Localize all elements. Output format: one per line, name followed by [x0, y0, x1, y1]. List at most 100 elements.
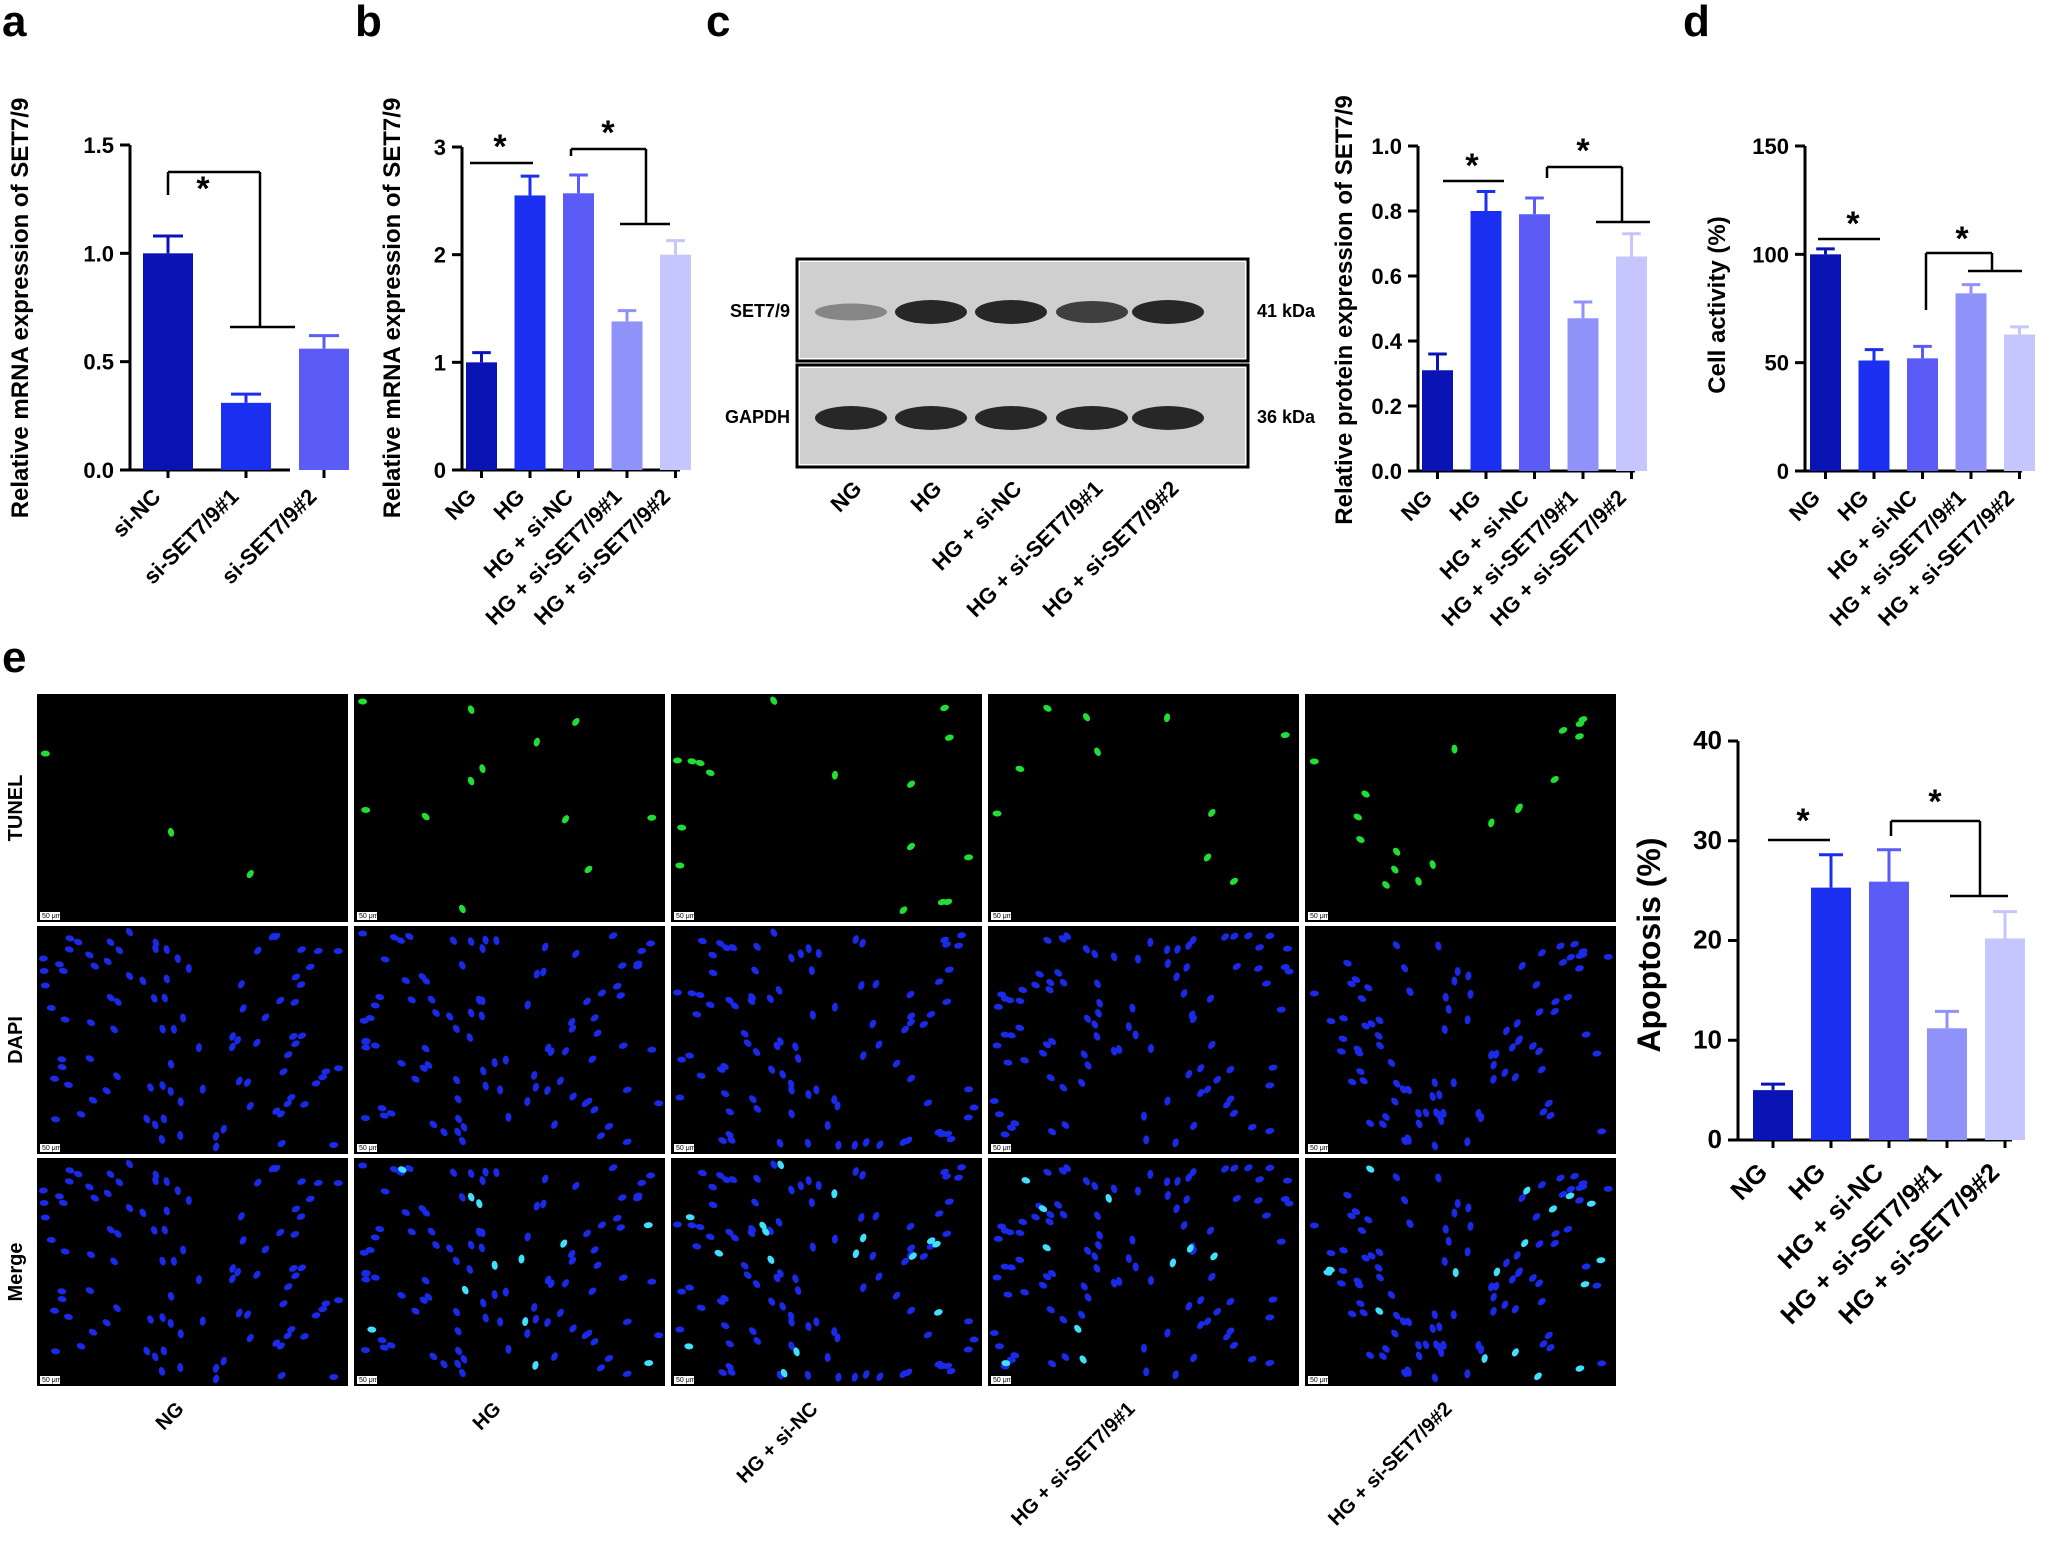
nucleus	[804, 1138, 811, 1148]
nucleus	[1229, 1109, 1238, 1117]
nucleus	[1078, 1078, 1086, 1087]
nucleus	[808, 1198, 815, 1208]
nucleus	[617, 962, 627, 969]
nucleus	[1575, 1197, 1584, 1204]
nucleus	[675, 862, 685, 869]
nucleus	[1445, 1236, 1452, 1246]
nucleus	[1336, 1048, 1346, 1055]
nucleus	[147, 1315, 154, 1324]
y-tick-label: 0.0	[83, 458, 114, 483]
nucleus	[478, 1011, 485, 1021]
nucleus	[1021, 1177, 1031, 1184]
nucleus	[180, 1013, 187, 1023]
nucleus	[1169, 1258, 1177, 1268]
significance-star: *	[196, 170, 210, 208]
nucleus	[969, 1336, 979, 1343]
nucleus	[1361, 1254, 1370, 1262]
nucleus	[1441, 1025, 1448, 1034]
nucleus	[1445, 1004, 1452, 1014]
nucleus	[1096, 998, 1103, 1008]
nucleus	[253, 1038, 261, 1047]
nucleus	[1578, 951, 1588, 958]
nucleus	[334, 1065, 344, 1072]
y-tick-label: 2	[434, 243, 446, 268]
nucleus	[479, 764, 486, 774]
nucleus	[1492, 1049, 1500, 1059]
nucleus	[646, 1172, 656, 1179]
nucleus	[1284, 1200, 1294, 1207]
micrograph-background	[671, 1158, 982, 1386]
nucleus	[872, 1211, 880, 1221]
nucleus	[1429, 1324, 1436, 1333]
nucleus	[479, 944, 486, 953]
nucleus	[321, 1300, 331, 1307]
nucleus	[687, 1222, 697, 1229]
nucleus	[942, 998, 952, 1005]
nucleus	[1451, 1208, 1458, 1218]
nucleus	[834, 1101, 841, 1111]
nucleus	[1010, 1120, 1020, 1127]
nucleus	[195, 1043, 202, 1053]
bar	[1753, 1090, 1793, 1140]
nucleus	[1415, 1341, 1422, 1350]
nucleus	[1465, 971, 1472, 981]
nucleus	[1376, 1273, 1384, 1282]
nucleus	[160, 1346, 167, 1356]
nucleus	[446, 1244, 454, 1253]
nucleus	[1197, 1064, 1205, 1073]
nucleus	[1074, 1324, 1082, 1333]
nucleus	[875, 1040, 883, 1049]
nucleus	[1488, 818, 1495, 828]
nucleus	[654, 1100, 664, 1107]
nucleus	[1164, 959, 1171, 968]
nucleus	[1143, 1135, 1150, 1145]
y-tick-label: 0.8	[1371, 199, 1402, 224]
nucleus	[1387, 1059, 1396, 1067]
nucleus	[1511, 1348, 1519, 1357]
nucleus	[1556, 942, 1565, 950]
nucleus	[1173, 1204, 1180, 1214]
nucleus	[115, 946, 124, 955]
y-tick-label: 0.0	[1371, 459, 1402, 484]
nucleus	[1059, 1083, 1068, 1092]
nucleus	[505, 1344, 512, 1354]
nucleus	[1043, 1168, 1052, 1176]
nucleus	[1436, 1110, 1443, 1120]
nucleus	[1592, 1050, 1602, 1057]
nucleus	[1490, 1060, 1497, 1070]
nucleus	[1247, 1123, 1257, 1131]
y-tick-label: 0	[1708, 1124, 1722, 1154]
scale-bar	[357, 1376, 377, 1384]
nucleus	[944, 1198, 954, 1205]
scale-bar-label: 50 μm	[42, 913, 62, 920]
micrograph-panel: 50 μm	[988, 1158, 1299, 1386]
nucleus	[1283, 945, 1293, 952]
nucleus	[1529, 1274, 1537, 1282]
nucleus	[1038, 1281, 1048, 1289]
significance-star: *	[1796, 802, 1810, 840]
micrograph-row-label: TUNEL	[5, 775, 27, 842]
nucleus	[125, 928, 134, 937]
blot-protein-label: SET7/9	[730, 301, 790, 321]
blot-band	[1056, 300, 1128, 324]
nucleus	[730, 1002, 739, 1010]
nucleus	[725, 1131, 734, 1139]
nucleus	[524, 1329, 531, 1339]
nucleus	[491, 1058, 498, 1068]
nucleus	[1309, 1222, 1319, 1229]
nucleus	[235, 1308, 243, 1318]
bar	[1907, 358, 1938, 471]
nucleus	[1357, 1227, 1367, 1235]
nucleus	[906, 990, 915, 999]
nucleus	[1208, 1040, 1216, 1049]
bar	[1616, 256, 1647, 471]
nucleus	[852, 1167, 859, 1176]
nucleus	[596, 1132, 605, 1140]
nucleus	[159, 1256, 166, 1266]
nucleus	[54, 961, 64, 968]
nucleus	[1450, 1078, 1457, 1088]
nucleus	[964, 1086, 974, 1093]
nucleus	[687, 990, 697, 997]
nucleus	[540, 1199, 547, 1209]
nucleus	[1091, 1020, 1099, 1029]
